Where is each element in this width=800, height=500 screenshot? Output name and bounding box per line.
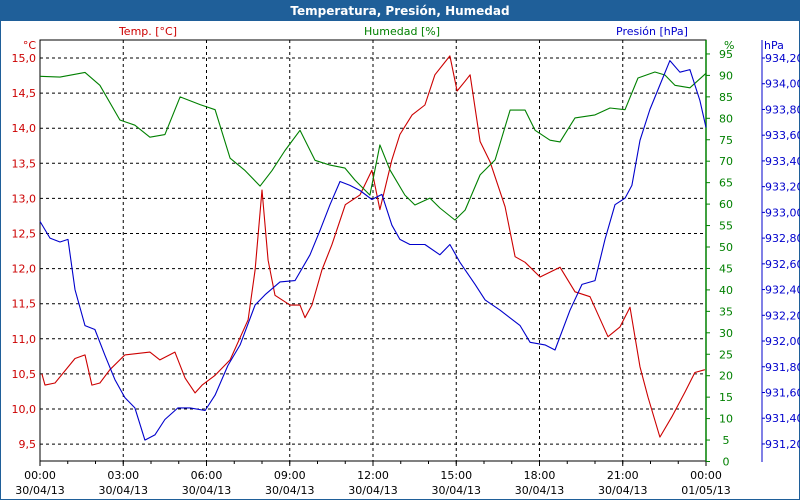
humidity-tick-label: 90 — [719, 69, 733, 82]
temp-tick-label: 13,0 — [12, 192, 37, 205]
pressure-tick-label: 932,60 — [765, 258, 800, 271]
legend-humidity: Humedad [%] — [364, 25, 440, 38]
x-tick-time: 03:00 — [107, 469, 139, 482]
humidity-tick-label: 45 — [719, 262, 733, 275]
series-line-temp — [41, 55, 706, 438]
humidity-tick-label: 25 — [719, 348, 733, 361]
humidity-tick-label: 55 — [719, 220, 733, 233]
x-tick-date: 30/04/13 — [515, 484, 564, 497]
temp-tick-label: 15,0 — [12, 52, 37, 65]
x-tick-date: 30/04/13 — [432, 484, 481, 497]
pressure-tick-label: 932,00 — [765, 335, 800, 348]
humidity-tick-label: 95 — [719, 48, 733, 61]
pressure-tick-label: 931,80 — [765, 361, 800, 374]
pressure-tick-label: 934,20 — [765, 52, 800, 65]
temp-tick-label: 12,0 — [12, 263, 37, 276]
pressure-tick-label: 932,40 — [765, 284, 800, 297]
legend-pressure: Presión [hPa] — [616, 25, 688, 38]
x-tick-date: 01/05/13 — [681, 484, 730, 497]
x-tick-date: 30/04/13 — [99, 484, 148, 497]
x-tick-date: 30/04/13 — [348, 484, 397, 497]
x-tick-time: 12:00 — [357, 469, 389, 482]
chart-title: Temperatura, Presión, Humedad — [1, 1, 799, 21]
x-tick-time: 00:00 — [24, 469, 56, 482]
humidity-tick-label: 60 — [719, 198, 733, 211]
x-tick-date: 30/04/13 — [598, 484, 647, 497]
temp-tick-label: 10,0 — [12, 403, 37, 416]
humidity-tick-label: 85 — [719, 91, 733, 104]
legend-temp: Temp. [°C] — [118, 25, 177, 38]
x-tick-time: 15:00 — [440, 469, 472, 482]
temp-tick-label: 12,5 — [12, 228, 37, 241]
temp-tick-label: 14,0 — [12, 122, 37, 135]
humidity-tick-label: 70 — [719, 155, 733, 168]
x-tick-time: 21:00 — [607, 469, 639, 482]
pressure-tick-label: 934,00 — [765, 78, 800, 91]
pressure-tick-label: 933,20 — [765, 181, 800, 194]
temp-tick-label: 11,0 — [12, 333, 37, 346]
temp-unit-label: °C — [23, 39, 37, 52]
humidity-tick-label: 0 — [723, 456, 730, 469]
humidity-tick-label: 10 — [719, 413, 733, 426]
series-line-pres — [39, 60, 707, 441]
pressure-tick-label: 933,60 — [765, 129, 800, 142]
series-line-hum — [39, 71, 707, 221]
temp-tick-label: 10,5 — [12, 368, 37, 381]
humidity-tick-label: 20 — [719, 370, 733, 383]
pressure-tick-label: 932,20 — [765, 309, 800, 322]
x-tick-date: 30/04/13 — [265, 484, 314, 497]
humidity-tick-label: 75 — [719, 134, 733, 147]
x-tick-time: 06:00 — [191, 469, 223, 482]
x-tick-date: 30/04/13 — [15, 484, 64, 497]
humidity-tick-label: 35 — [719, 305, 733, 318]
temp-tick-label: 13,5 — [12, 157, 37, 170]
pressure-tick-label: 933,40 — [765, 155, 800, 168]
x-tick-date: 30/04/13 — [182, 484, 231, 497]
x-tick-time: 09:00 — [274, 469, 306, 482]
humidity-tick-label: 65 — [719, 177, 733, 190]
pressure-tick-label: 932,80 — [765, 232, 800, 245]
pressure-tick-label: 931,20 — [765, 438, 800, 451]
temp-tick-label: 14,5 — [12, 87, 37, 100]
humidity-tick-label: 80 — [719, 112, 733, 125]
x-tick-time: 00:00 — [690, 469, 722, 482]
x-tick-time: 18:00 — [524, 469, 556, 482]
humidity-tick-label: 5 — [723, 434, 730, 447]
humidity-tick-label: 50 — [719, 241, 733, 254]
temp-tick-label: 11,5 — [12, 298, 37, 311]
humidity-unit-label: % — [724, 39, 734, 52]
pressure-tick-label: 931,60 — [765, 386, 800, 399]
pressure-tick-label: 931,40 — [765, 412, 800, 425]
temp-tick-label: 9,5 — [19, 438, 37, 451]
humidity-tick-label: 15 — [719, 391, 733, 404]
pressure-unit-label: hPa — [764, 39, 784, 52]
humidity-tick-label: 40 — [719, 284, 733, 297]
pressure-tick-label: 933,80 — [765, 103, 800, 116]
humidity-tick-label: 30 — [719, 327, 733, 340]
pressure-tick-label: 933,00 — [765, 206, 800, 219]
